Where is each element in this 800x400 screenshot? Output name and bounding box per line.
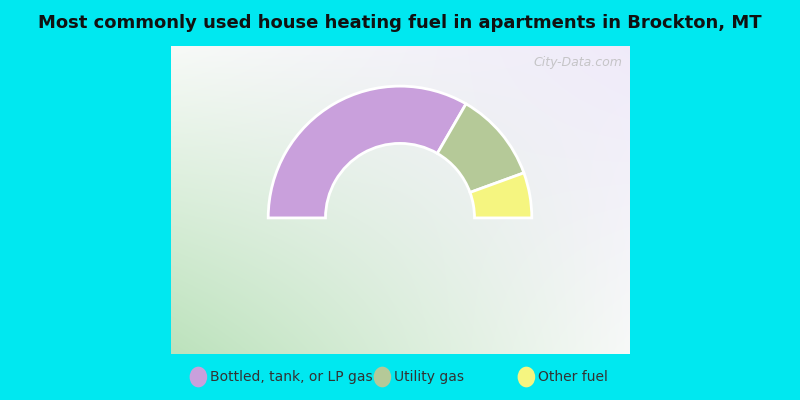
Text: City-Data.com: City-Data.com xyxy=(533,56,622,69)
Ellipse shape xyxy=(190,367,207,387)
Text: Utility gas: Utility gas xyxy=(394,370,464,384)
Wedge shape xyxy=(470,173,532,218)
Wedge shape xyxy=(268,86,466,218)
Text: Most commonly used house heating fuel in apartments in Brockton, MT: Most commonly used house heating fuel in… xyxy=(38,14,762,32)
Wedge shape xyxy=(438,104,524,192)
Ellipse shape xyxy=(518,367,535,387)
Ellipse shape xyxy=(374,367,391,387)
Text: Other fuel: Other fuel xyxy=(538,370,607,384)
Text: Bottled, tank, or LP gas: Bottled, tank, or LP gas xyxy=(210,370,372,384)
